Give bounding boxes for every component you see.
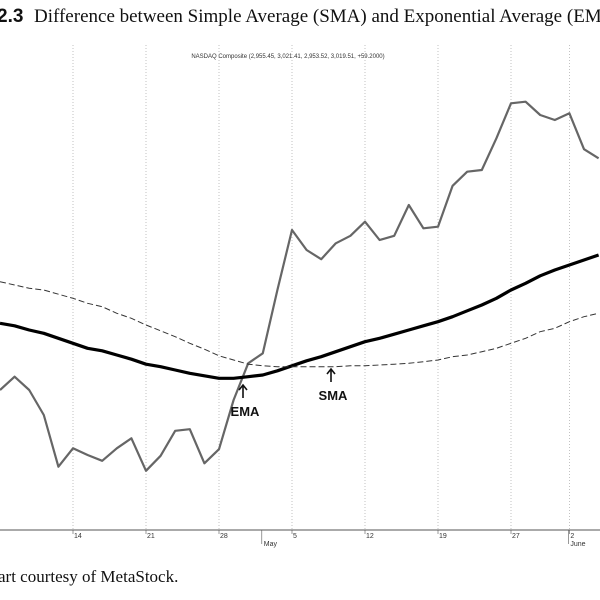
x-tick-label: 28 <box>220 533 228 540</box>
x-tick-label: 2 <box>570 533 574 540</box>
annotation: EMA <box>231 404 261 419</box>
month-label: May <box>264 541 278 548</box>
x-tick-label: 27 <box>512 533 520 540</box>
annotation: SMA <box>319 388 349 403</box>
series-line <box>0 281 599 368</box>
series-line <box>0 253 600 380</box>
caption: art courtesy of MetaStock. <box>0 567 178 586</box>
x-tick-label: 14 <box>74 533 82 540</box>
figure-number: 2.3 <box>0 6 23 27</box>
x-tick-label: 12 <box>366 533 374 540</box>
annotation-arrow <box>326 367 336 382</box>
month-label: June <box>570 541 585 548</box>
series-line <box>0 100 600 472</box>
figure-title: Difference between Simple Average (SMA) … <box>34 6 600 27</box>
x-tick-label: 5 <box>293 533 297 540</box>
annotation-arrow <box>238 383 248 398</box>
x-tick-label: 21 <box>147 533 155 540</box>
x-tick-label: 19 <box>439 533 447 540</box>
chart-header: NASDAQ Composite (2,955.45, 3,021.41, 2,… <box>191 54 384 60</box>
